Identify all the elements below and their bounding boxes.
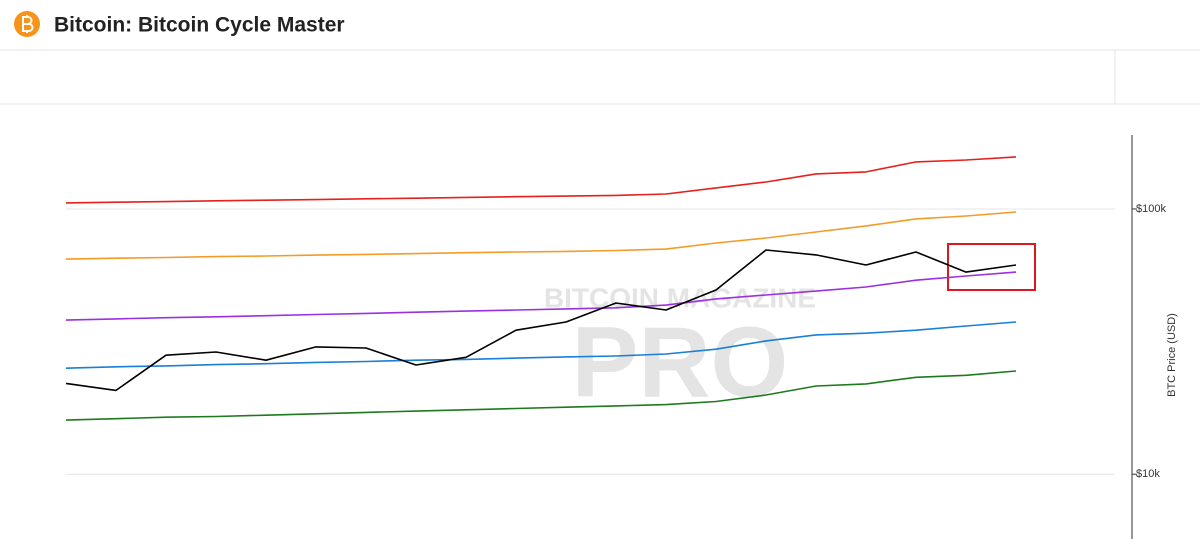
series-line [65,249,1017,392]
bitcoin-icon-glyph [22,15,34,33]
series-line [65,321,1017,369]
highlight-box [947,243,1036,291]
series-line [65,211,1017,260]
y-axis-label: BTC Price (USD) [1166,313,1178,397]
watermark-bottom: PRO [572,306,789,418]
series-line [65,271,1017,321]
y-tick-label: $10k [1136,468,1160,480]
y-tick-label: $100k [1136,203,1166,215]
watermark: BITCOIN MAGAZINE PRO [544,282,816,418]
header: Bitcoin: Bitcoin Cycle Master [0,11,1200,105]
series-line [65,156,1017,204]
series-line [65,370,1017,421]
chart-title: Bitcoin: Bitcoin Cycle Master [54,14,345,37]
